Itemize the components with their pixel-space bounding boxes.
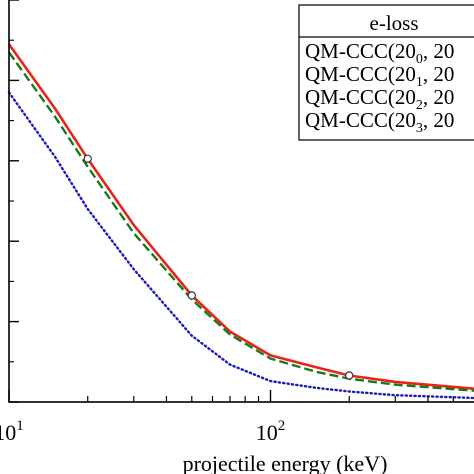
x-tick-label-0: 101 bbox=[0, 418, 24, 445]
series-line-0 bbox=[7, 43, 474, 390]
data-marker-1 bbox=[187, 291, 196, 300]
legend-entry-2: QM-CCC(202, 20 bbox=[305, 85, 454, 113]
data-marker-2 bbox=[345, 371, 354, 380]
marker-layer bbox=[83, 154, 354, 380]
series-line-1 bbox=[8, 51, 474, 392]
data-marker-0 bbox=[83, 154, 92, 163]
legend-entry-1: QM-CCC(201, 20 bbox=[305, 62, 454, 90]
axes-layer: 101 102 bbox=[0, 0, 474, 445]
legend-entry-3: QM-CCC(203, 20 bbox=[305, 108, 454, 136]
x-axis-label: projectile energy (keV) bbox=[183, 451, 388, 474]
plot-frame bbox=[8, 0, 474, 403]
legend-box bbox=[298, 4, 474, 141]
series-layer bbox=[7, 43, 474, 400]
x-tick-label-1: 102 bbox=[256, 418, 286, 445]
series-line-2 bbox=[7, 91, 474, 400]
legend-header: e-loss bbox=[370, 11, 419, 35]
legend-entry-0: QM-CCC(200, 20 bbox=[305, 39, 454, 67]
